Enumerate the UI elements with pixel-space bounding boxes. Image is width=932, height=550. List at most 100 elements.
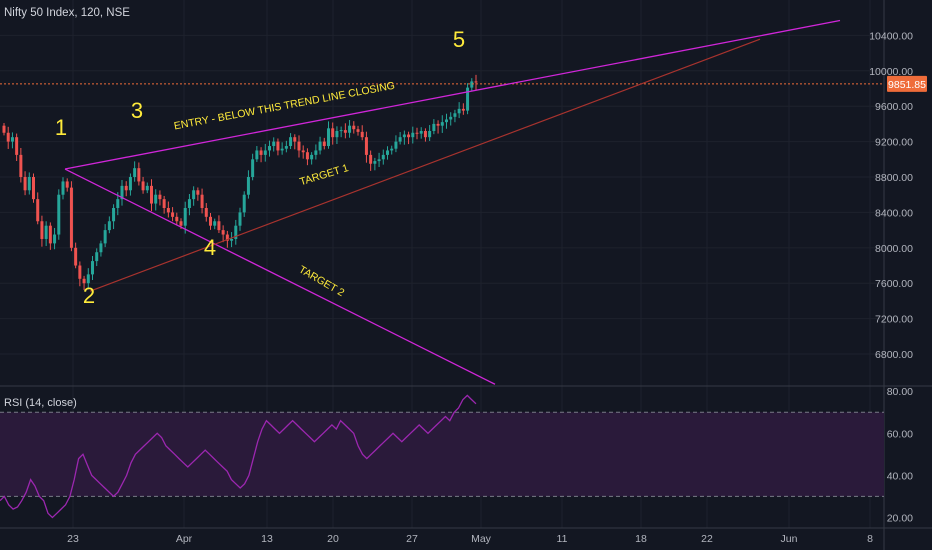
candle-body-59 [251, 159, 255, 178]
candle-body-0 [2, 125, 6, 133]
candle-body-100 [423, 130, 427, 138]
candle-90 [381, 149, 385, 165]
candle-body-42 [179, 221, 183, 226]
candle-92 [390, 145, 394, 155]
candle-body-87 [369, 154, 373, 164]
candle-body-64 [272, 141, 276, 147]
candle-43 [183, 201, 187, 234]
candle-body-69 [293, 137, 297, 142]
candle-body-45 [192, 190, 196, 200]
candle-body-85 [360, 131, 364, 138]
symbol-title: Nifty 50 Index, 120, NSE [4, 7, 130, 19]
candle-84 [356, 125, 360, 136]
candle-41 [175, 212, 179, 226]
candle-body-22 [95, 252, 99, 262]
candle-body-83 [352, 125, 356, 130]
candle-body-1 [6, 132, 10, 142]
candle-body-30 [128, 177, 132, 191]
candle-49 [209, 213, 212, 230]
last-price-tag-bg [887, 75, 927, 92]
price-tick-label-4: 8800.00 [875, 172, 913, 184]
candle-body-51 [217, 221, 221, 231]
rsi-tick-label-3: 20.00 [887, 512, 913, 524]
candle-59 [251, 153, 255, 181]
candle-body-28 [120, 185, 124, 200]
candle-95 [402, 130, 406, 145]
rsi-band [0, 412, 884, 497]
candle-body-12 [53, 234, 57, 244]
candle-51 [217, 215, 221, 234]
candle-body-86 [364, 137, 368, 155]
candle-37 [158, 190, 162, 206]
candle-85 [360, 125, 364, 141]
candle-75 [318, 136, 322, 155]
candle-body-78 [331, 128, 335, 138]
candle-73 [310, 152, 314, 165]
candle-body-10 [44, 225, 48, 239]
candle-96 [407, 131, 411, 145]
candle-body-104 [440, 122, 444, 126]
price-tick-label-1: 10000.00 [869, 66, 913, 78]
rsi-tick-label-1: 60.00 [887, 428, 913, 440]
candle-body-68 [289, 137, 293, 147]
candle-body-102 [432, 123, 436, 131]
candle-body-35 [150, 185, 153, 204]
candle-11 [48, 222, 52, 250]
candle-body-34 [145, 185, 149, 191]
time-tick-label-6: 11 [557, 533, 568, 545]
candle-body-92 [390, 148, 394, 151]
candle-8 [36, 192, 40, 225]
candle-body-24 [103, 230, 107, 244]
candle-body-52 [221, 230, 225, 235]
candle-109 [461, 103, 465, 115]
time-tick-label-10: 8 [867, 533, 873, 545]
candle-14 [61, 177, 65, 200]
candle-91 [386, 146, 389, 160]
candle-38 [162, 195, 166, 214]
candle-body-79 [335, 130, 339, 138]
lower-wedge-line [64, 168, 496, 385]
candle-body-94 [398, 137, 402, 142]
candle-10 [44, 221, 48, 247]
time-tick-label-3: 20 [327, 533, 339, 545]
candle-body-37 [158, 194, 162, 200]
last-price-tag: 9851.85 [887, 75, 927, 92]
candle-body-14 [61, 181, 65, 195]
candle-31 [133, 161, 137, 182]
time-tick-label-0: 23 [67, 533, 79, 545]
candle-body-53 [225, 234, 229, 241]
candle-50 [213, 218, 217, 230]
candle-body-25 [107, 221, 111, 231]
candle-body-82 [348, 125, 352, 133]
candle-77 [327, 121, 330, 149]
candle-86 [364, 131, 368, 163]
candle-76 [322, 137, 326, 150]
candle-60 [255, 146, 259, 162]
candle-body-70 [297, 141, 301, 151]
candle-40 [171, 207, 175, 222]
candle-28 [120, 180, 124, 206]
candle-body-89 [377, 159, 381, 162]
candle-17 [74, 242, 78, 269]
time-tick-label-4: 27 [406, 533, 418, 545]
candle-body-61 [259, 150, 263, 155]
candle-78 [331, 122, 335, 145]
candle-87 [369, 150, 373, 171]
candle-9 [40, 215, 44, 247]
price-tick-label-2: 9600.00 [875, 101, 913, 113]
candle-29 [124, 181, 128, 197]
candle-body-27 [116, 199, 120, 208]
candle-body-38 [162, 199, 166, 208]
time-tick-label-8: 22 [701, 533, 713, 545]
time-tick-label-5: May [471, 533, 492, 545]
candle-82 [348, 120, 352, 138]
candle-body-77 [327, 128, 330, 147]
candle-body-31 [133, 168, 137, 178]
candle-body-46 [196, 190, 200, 195]
candle-98 [415, 127, 419, 140]
candle-body-74 [314, 150, 318, 155]
time-tick-label-9: Jun [781, 533, 798, 545]
candle-15 [65, 178, 69, 192]
